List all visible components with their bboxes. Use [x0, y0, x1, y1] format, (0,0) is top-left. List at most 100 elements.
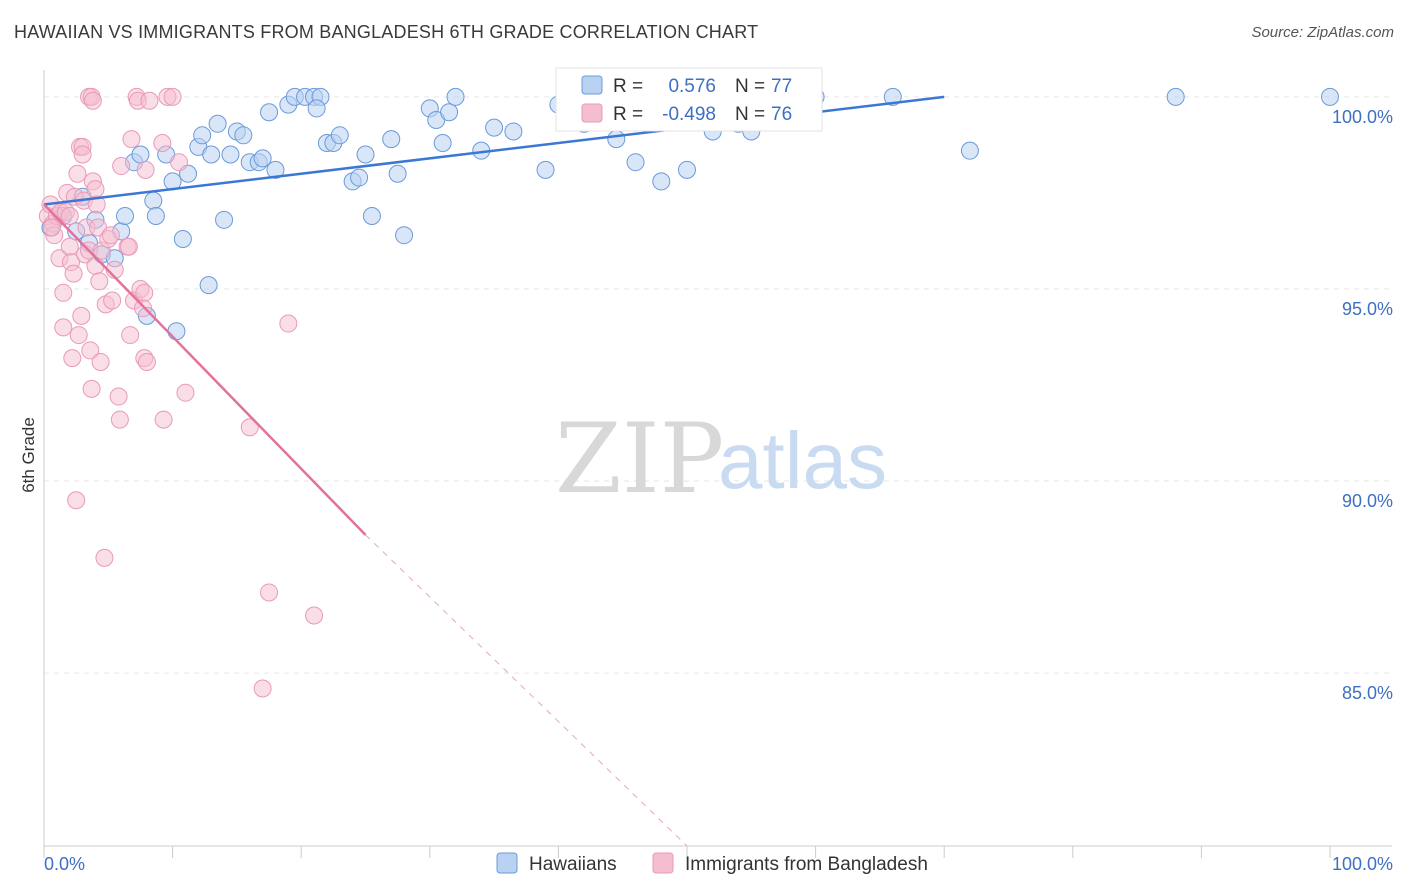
point-hawaiians-22	[199, 276, 218, 295]
point-hawaiians-44	[350, 168, 369, 187]
point-bangladesh-7	[54, 283, 73, 302]
point-hawaiians-62	[626, 153, 645, 172]
legend-n-value-hawaiians: 77	[771, 76, 792, 97]
point-bangladesh-38	[95, 548, 114, 567]
point-hawaiians-14	[146, 206, 165, 225]
y-tick-label-2: 95.0%	[1342, 299, 1393, 319]
source-label: Source: ZipAtlas.com	[1251, 24, 1394, 41]
point-bangladesh-8	[54, 318, 73, 337]
point-bangladesh-45	[110, 410, 129, 429]
point-bangladesh-28	[81, 341, 100, 360]
point-hawaiians-54	[446, 87, 465, 106]
point-hawaiians-24	[208, 114, 227, 133]
point-bangladesh-56	[135, 283, 154, 302]
trend-line-bangladesh	[43, 203, 367, 536]
point-hawaiians-49	[395, 226, 414, 245]
watermark-zip: ZIP	[555, 403, 724, 515]
x-tick-label-0: 0.0%	[44, 854, 85, 874]
point-bangladesh-46	[112, 157, 131, 176]
point-bangladesh-50	[122, 130, 141, 149]
legend-top: R = 0.576 N = 77 R = -0.498 N = 76	[555, 67, 823, 132]
point-hawaiians-47	[382, 130, 401, 149]
point-hawaiians-72	[1321, 87, 1339, 106]
legend-n-label: N =	[735, 104, 765, 125]
point-hawaiians-9	[116, 206, 135, 225]
point-hawaiians-71	[1166, 87, 1185, 106]
point-hawaiians-28	[234, 126, 253, 145]
legend-r-label: R =	[613, 104, 643, 125]
point-hawaiians-46	[362, 206, 381, 225]
grid-lines	[44, 96, 1392, 674]
point-bangladesh-36	[91, 352, 110, 371]
point-bangladesh-64	[163, 87, 182, 106]
legend-bottom-swatch-hawaiians	[496, 852, 518, 874]
y-tick-label-0: 85.0%	[1342, 683, 1393, 703]
point-hawaiians-61	[607, 130, 626, 149]
point-bangladesh-71	[305, 606, 324, 625]
x-tick-label-1: 100.0%	[1332, 854, 1393, 874]
point-bangladesh-70	[279, 314, 298, 333]
legend-r-value-bangladesh: -0.498	[662, 104, 716, 125]
point-bangladesh-14	[63, 349, 82, 368]
point-hawaiians-18	[173, 230, 192, 249]
point-hawaiians-39	[307, 99, 326, 118]
point-bangladesh-59	[137, 352, 156, 371]
legend-bottom-label-hawaiians: Hawaiians	[529, 854, 617, 875]
point-hawaiians-21	[193, 126, 212, 145]
y-axis-title: 6th Grade	[19, 417, 38, 493]
y-tick-label-3: 100.0%	[1332, 107, 1393, 127]
point-bangladesh-60	[140, 91, 159, 110]
point-hawaiians-69	[883, 87, 902, 106]
point-bangladesh-19	[69, 326, 88, 345]
point-hawaiians-58	[536, 160, 555, 179]
point-bangladesh-15	[64, 264, 83, 283]
point-hawaiians-33	[266, 160, 285, 179]
y-tick-label-1: 90.0%	[1342, 491, 1393, 511]
point-bangladesh-75	[42, 218, 61, 237]
legend-bottom-swatch-bangladesh	[652, 852, 674, 874]
legend-bottom-label-bangladesh: Immigrants from Bangladesh	[685, 854, 928, 875]
point-bangladesh-32	[86, 256, 105, 275]
legend-r-value-hawaiians: 0.576	[668, 76, 716, 97]
point-bangladesh-11	[60, 206, 79, 225]
legend-bottom: Hawaiians Immigrants from Bangladesh	[496, 852, 928, 875]
point-hawaiians-26	[221, 145, 240, 164]
point-hawaiians-42	[330, 126, 349, 145]
legend-swatch-bangladesh	[581, 103, 603, 123]
point-hawaiians-45	[356, 145, 375, 164]
axes	[43, 70, 1392, 858]
legend-swatch-hawaiians	[581, 75, 603, 95]
point-bangladesh-29	[82, 379, 101, 398]
watermark: ZIP atlas	[555, 403, 887, 515]
point-bangladesh-21	[72, 306, 91, 325]
point-hawaiians-13	[144, 191, 163, 210]
series-bangladesh	[38, 87, 324, 698]
point-bangladesh-66	[176, 383, 195, 402]
point-bangladesh-65	[170, 153, 189, 172]
point-bangladesh-12	[60, 237, 79, 256]
point-bangladesh-74	[83, 91, 102, 110]
point-hawaiians-17	[167, 322, 186, 341]
point-bangladesh-69	[253, 679, 272, 698]
point-bangladesh-67	[240, 418, 259, 437]
point-hawaiians-25	[215, 210, 234, 229]
tick-labels: 85.0% 90.0% 95.0% 100.0% 0.0% 100.0%	[44, 107, 1393, 874]
point-bangladesh-49	[121, 326, 140, 345]
point-bangladesh-62	[154, 410, 173, 429]
trend-line-bangladesh-extension	[365, 534, 688, 847]
point-hawaiians-70	[960, 141, 979, 160]
point-bangladesh-18	[68, 164, 87, 183]
point-bangladesh-41	[101, 226, 120, 245]
point-bangladesh-35	[90, 272, 109, 291]
point-bangladesh-23	[73, 145, 92, 164]
point-bangladesh-17	[67, 491, 86, 510]
point-bangladesh-61	[153, 133, 172, 152]
point-hawaiians-11	[131, 145, 150, 164]
legend-n-value-bangladesh: 76	[771, 104, 792, 125]
watermark-atlas: atlas	[718, 416, 887, 505]
point-hawaiians-31	[253, 149, 272, 168]
point-bangladesh-58	[136, 160, 155, 179]
point-bangladesh-31	[86, 180, 105, 199]
chart-title: HAWAIIAN VS IMMIGRANTS FROM BANGLADESH 6…	[14, 22, 759, 42]
